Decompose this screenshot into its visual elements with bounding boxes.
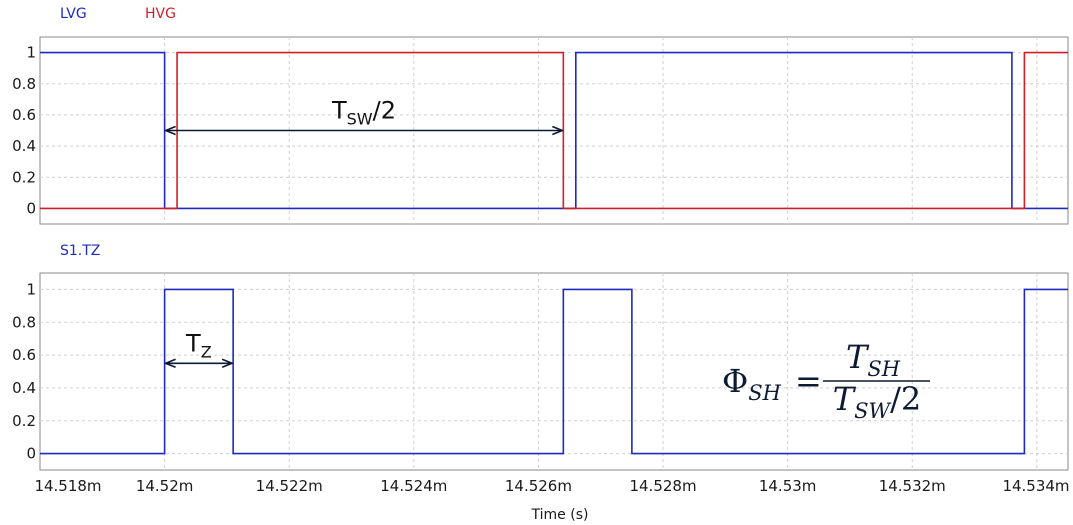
- series-line: [40, 51, 1068, 210]
- formula-denominator: TSW/2: [833, 380, 921, 423]
- x-tick-label: 14.532m: [879, 477, 946, 495]
- y-tick-label: 0.8: [12, 313, 36, 331]
- bottom-panel: 0 0.2 0.4 0.6 0.8 1 14.518m 14.52m 14.522m 14.524…: [12, 243, 1069, 495]
- legend-label: LVG: [60, 6, 87, 22]
- y-tick-label: 0.8: [12, 75, 36, 93]
- series-line: [40, 51, 1068, 210]
- x-axis-title: Time (s): [531, 507, 589, 523]
- y-tick-label: 0: [26, 445, 36, 463]
- plot-frame: [39, 272, 1069, 471]
- top-panel: 0 0.2 0.4 0.6 0.8 1 LVG HVG TSW/2: [12, 6, 1069, 225]
- y-tick-label: 0.6: [12, 106, 36, 124]
- y-tick-label: 0.6: [12, 346, 36, 364]
- x-tick-label: 14.53m: [759, 477, 817, 495]
- x-tick-label: 14.52m: [136, 477, 194, 495]
- y-tick-label: 1: [26, 44, 36, 62]
- formula-equals: =: [795, 362, 822, 400]
- annotation-label: TZ: [185, 329, 212, 361]
- y-tick-label: 0.4: [12, 137, 36, 155]
- annotation-label: TSW/2: [331, 97, 396, 129]
- x-tick-label: 14.528m: [629, 477, 696, 495]
- x-tick-label: 14.522m: [256, 477, 323, 495]
- y-tick-label: 0.4: [12, 379, 36, 397]
- legend-label: S1.TZ: [60, 243, 100, 259]
- x-tick-label: 14.524m: [380, 477, 447, 495]
- series-line: [40, 288, 1068, 455]
- formula-numerator: TSH: [846, 338, 901, 381]
- x-tick-label: 14.534m: [1002, 477, 1069, 495]
- y-tick-label: 0.2: [12, 412, 36, 430]
- legend-label: HVG: [145, 6, 176, 22]
- y-tick-label: 0.2: [12, 168, 36, 186]
- y-tick-label: 1: [26, 280, 36, 298]
- x-tick-label: 14.526m: [505, 477, 572, 495]
- x-tick-label: 14.518m: [34, 477, 101, 495]
- y-tick-label: 0: [26, 199, 36, 217]
- formula-lhs: ΦSH: [722, 362, 782, 405]
